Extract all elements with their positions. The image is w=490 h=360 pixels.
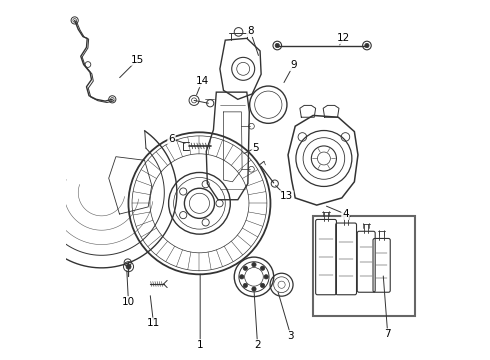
- Circle shape: [240, 275, 244, 279]
- Text: 1: 1: [197, 340, 203, 350]
- Circle shape: [252, 262, 256, 267]
- Circle shape: [243, 266, 247, 270]
- Circle shape: [40, 140, 45, 145]
- Circle shape: [261, 266, 265, 270]
- Circle shape: [261, 283, 265, 288]
- Text: 9: 9: [290, 60, 297, 70]
- Bar: [313, 216, 416, 316]
- Text: 8: 8: [247, 26, 254, 36]
- Circle shape: [264, 275, 269, 279]
- Text: 4: 4: [342, 209, 349, 219]
- Text: 6: 6: [168, 134, 175, 144]
- Circle shape: [243, 283, 247, 288]
- Text: 7: 7: [385, 329, 391, 339]
- Text: 12: 12: [337, 33, 350, 43]
- Text: 3: 3: [288, 331, 294, 341]
- Circle shape: [365, 43, 369, 48]
- Circle shape: [252, 287, 256, 291]
- Text: 2: 2: [254, 340, 261, 350]
- Circle shape: [27, 224, 32, 228]
- Text: 14: 14: [196, 76, 209, 86]
- Text: 13: 13: [280, 191, 293, 201]
- Text: 15: 15: [131, 55, 144, 65]
- Circle shape: [275, 43, 279, 48]
- Circle shape: [126, 264, 131, 269]
- Text: 11: 11: [147, 319, 160, 328]
- Text: 5: 5: [252, 143, 259, 153]
- Text: 10: 10: [122, 297, 135, 307]
